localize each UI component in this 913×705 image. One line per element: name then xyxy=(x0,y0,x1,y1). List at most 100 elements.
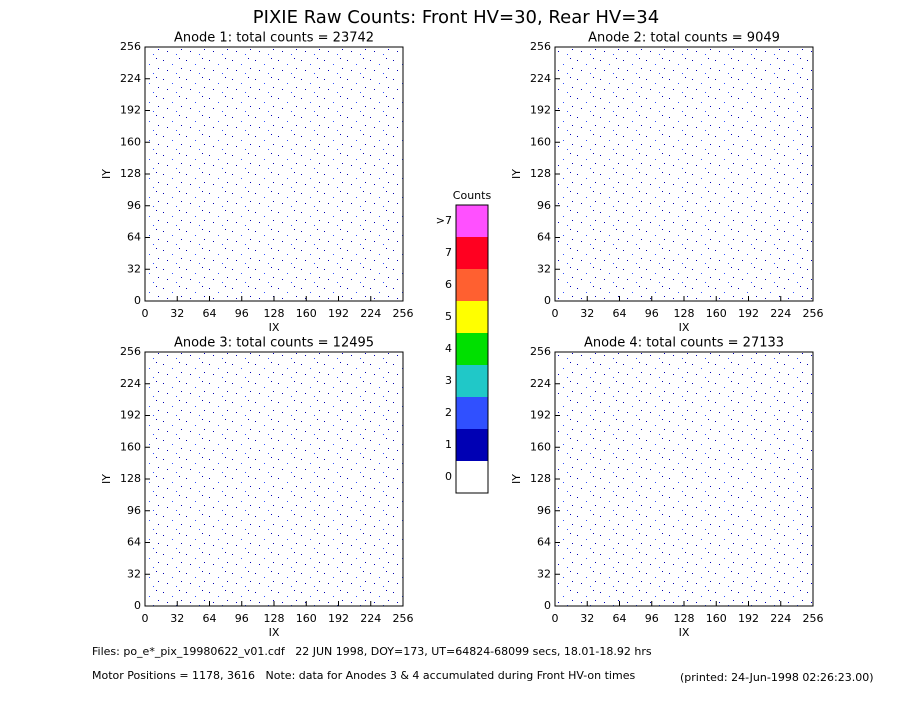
y-tick-label: 128 xyxy=(530,472,551,485)
x-tick-label: 96 xyxy=(645,307,659,320)
x-axis-label: IX xyxy=(679,626,690,639)
x-tick-label: 0 xyxy=(142,612,149,625)
x-tick-label: 0 xyxy=(552,307,559,320)
panel-title: Anode 1: total counts = 23742 xyxy=(174,31,374,46)
x-tick-label: 32 xyxy=(170,307,184,320)
x-axis-label: IX xyxy=(269,626,280,639)
colorbar-label: 6 xyxy=(445,278,452,291)
y-tick-label: 160 xyxy=(120,135,141,148)
y-tick-label: 224 xyxy=(530,72,551,85)
y-axis-label: IY xyxy=(100,474,113,484)
y-tick-label: 96 xyxy=(127,504,141,517)
x-tick-label: 0 xyxy=(142,307,149,320)
colorbar-cell xyxy=(456,429,488,461)
y-tick-label: 128 xyxy=(120,472,141,485)
y-tick-label: 256 xyxy=(120,345,141,358)
y-tick-label: 64 xyxy=(537,536,551,549)
x-tick-label: 192 xyxy=(328,612,349,625)
colorbar-label: >7 xyxy=(436,214,452,227)
x-tick-label: 64 xyxy=(613,612,627,625)
footer-files: Files: po_e*_pix_19980622_v01.cdf 22 JUN… xyxy=(92,645,652,658)
colorbar-label: 1 xyxy=(445,438,452,451)
x-tick-label: 256 xyxy=(393,307,414,320)
x-tick-label: 32 xyxy=(580,307,594,320)
y-tick-label: 32 xyxy=(127,567,141,580)
y-tick-label: 32 xyxy=(537,262,551,275)
y-tick-label: 64 xyxy=(537,231,551,244)
y-tick-label: 256 xyxy=(120,40,141,53)
x-tick-label: 32 xyxy=(580,612,594,625)
y-tick-label: 0 xyxy=(134,599,141,612)
y-tick-label: 128 xyxy=(120,167,141,180)
y-tick-label: 256 xyxy=(530,40,551,53)
x-tick-label: 64 xyxy=(613,307,627,320)
x-tick-label: 160 xyxy=(296,307,317,320)
x-tick-label: 32 xyxy=(170,612,184,625)
x-tick-label: 224 xyxy=(770,612,791,625)
x-tick-label: 256 xyxy=(803,612,824,625)
plot-texture xyxy=(555,47,813,301)
colorbar-label: 7 xyxy=(445,246,452,259)
y-tick-label: 64 xyxy=(127,231,141,244)
x-tick-label: 128 xyxy=(674,307,695,320)
colorbar-cell xyxy=(456,461,488,493)
y-tick-label: 0 xyxy=(544,294,551,307)
y-tick-label: 0 xyxy=(544,599,551,612)
colorbar-cell xyxy=(456,397,488,429)
y-tick-label: 192 xyxy=(530,104,551,117)
x-tick-label: 256 xyxy=(803,307,824,320)
y-tick-label: 256 xyxy=(530,345,551,358)
y-tick-label: 224 xyxy=(120,377,141,390)
y-tick-label: 224 xyxy=(120,72,141,85)
x-tick-label: 128 xyxy=(674,612,695,625)
x-tick-label: 192 xyxy=(328,307,349,320)
x-tick-label: 0 xyxy=(552,612,559,625)
colorbar-label: 5 xyxy=(445,310,452,323)
y-tick-label: 192 xyxy=(120,409,141,422)
y-tick-label: 96 xyxy=(537,199,551,212)
x-tick-label: 96 xyxy=(235,307,249,320)
colorbar-cell xyxy=(456,205,488,237)
y-tick-label: 192 xyxy=(530,409,551,422)
footer-printed: (printed: 24-Jun-1998 02:26:23.00) xyxy=(680,671,874,684)
y-axis-label: IY xyxy=(510,474,523,484)
x-tick-label: 128 xyxy=(264,307,285,320)
x-tick-label: 160 xyxy=(706,612,727,625)
colorbar-label: 2 xyxy=(445,406,452,419)
colorbar-cell xyxy=(456,269,488,301)
y-tick-label: 96 xyxy=(537,504,551,517)
colorbar-title: Counts xyxy=(453,189,492,202)
x-tick-label: 160 xyxy=(706,307,727,320)
y-tick-label: 32 xyxy=(537,567,551,580)
colorbar-label: 4 xyxy=(445,342,452,355)
y-axis-label: IY xyxy=(100,169,113,179)
y-tick-label: 0 xyxy=(134,294,141,307)
y-tick-label: 32 xyxy=(127,262,141,275)
panel-title: Anode 3: total counts = 12495 xyxy=(174,336,374,351)
colorbar-label: 0 xyxy=(445,470,452,483)
colorbar-cell xyxy=(456,301,488,333)
plot-texture xyxy=(145,47,403,301)
y-tick-label: 160 xyxy=(530,440,551,453)
x-tick-label: 96 xyxy=(235,612,249,625)
x-tick-label: 128 xyxy=(264,612,285,625)
x-tick-label: 256 xyxy=(393,612,414,625)
x-axis-label: IX xyxy=(269,321,280,334)
y-axis-label: IY xyxy=(510,169,523,179)
x-tick-label: 224 xyxy=(360,612,381,625)
plot-texture xyxy=(555,352,813,606)
x-tick-label: 64 xyxy=(203,307,217,320)
panel-title: Anode 2: total counts = 9049 xyxy=(588,31,780,46)
colorbar-cell xyxy=(456,365,488,397)
x-tick-label: 64 xyxy=(203,612,217,625)
y-tick-label: 160 xyxy=(530,135,551,148)
y-tick-label: 128 xyxy=(530,167,551,180)
y-tick-label: 192 xyxy=(120,104,141,117)
colorbar-cell xyxy=(456,237,488,269)
panel-title: Anode 4: total counts = 27133 xyxy=(584,336,784,351)
y-tick-label: 224 xyxy=(530,377,551,390)
footer-motor: Motor Positions = 1178, 3616 Note: data … xyxy=(92,669,635,682)
x-tick-label: 96 xyxy=(645,612,659,625)
colorbar-frame xyxy=(455,204,489,494)
